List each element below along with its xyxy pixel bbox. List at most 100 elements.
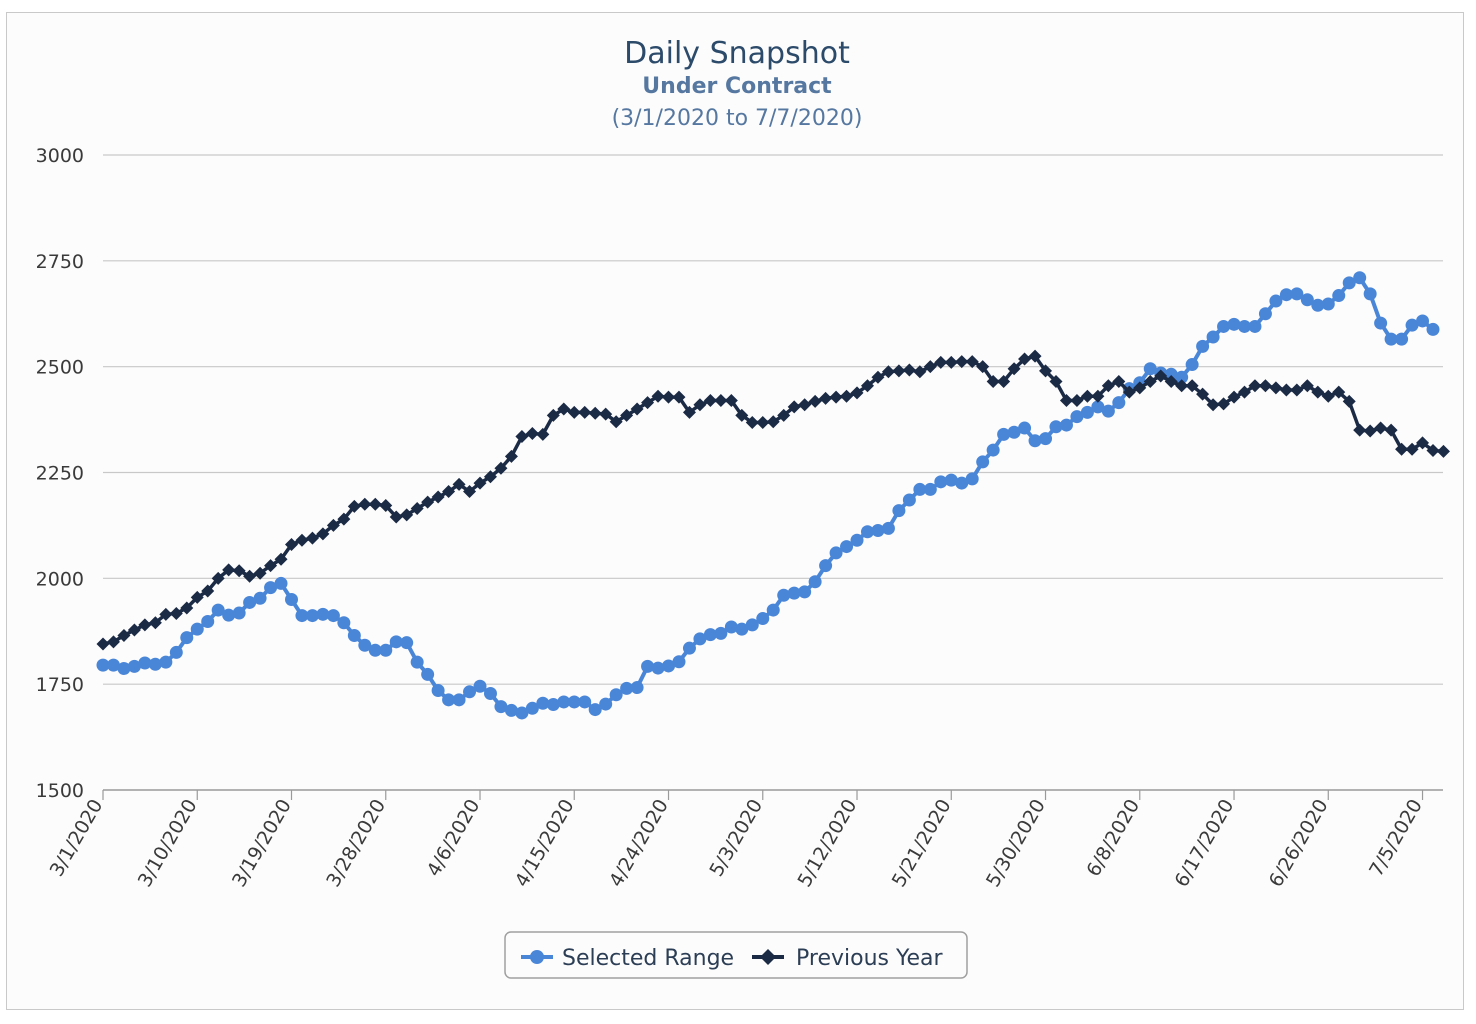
- data-point: [714, 626, 728, 640]
- data-point: [672, 655, 686, 669]
- data-point: [1426, 443, 1440, 457]
- data-point: [955, 476, 969, 490]
- data-point: [1374, 421, 1388, 435]
- data-point: [1374, 316, 1388, 330]
- data-point: [138, 656, 152, 670]
- data-point: [1080, 389, 1094, 403]
- data-point: [253, 566, 267, 580]
- data-point: [117, 662, 131, 676]
- data-point: [641, 396, 655, 410]
- data-point: [588, 703, 602, 717]
- data-point: [452, 477, 466, 491]
- y-tick-label: 2000: [36, 568, 84, 590]
- data-point: [1363, 287, 1377, 301]
- data-point: [1185, 358, 1199, 372]
- data-point: [410, 501, 424, 515]
- data-point: [1196, 387, 1210, 401]
- legend: Selected Range Previous Year: [504, 931, 968, 979]
- legend-item-previous-year[interactable]: Previous Year: [752, 946, 944, 971]
- data-point: [902, 363, 916, 377]
- data-point: [515, 430, 529, 444]
- data-point: [452, 693, 466, 707]
- data-point: [525, 701, 539, 715]
- data-point: [337, 512, 351, 526]
- data-point: [190, 590, 204, 604]
- data-point: [243, 569, 257, 583]
- series-previous-year: [96, 349, 1450, 651]
- y-tick-label: 2750: [36, 251, 84, 273]
- data-point: [1018, 352, 1032, 366]
- data-point: [682, 641, 696, 655]
- data-point: [232, 606, 246, 620]
- legend-label-selected-range: Selected Range: [562, 946, 734, 971]
- data-point: [264, 559, 278, 573]
- chart-date-range: (3/1/2020 to 7/7/2020): [612, 106, 863, 131]
- data-point: [222, 608, 236, 622]
- data-point: [232, 564, 246, 578]
- data-point: [1175, 379, 1189, 393]
- data-point: [1028, 349, 1042, 363]
- data-point: [1112, 396, 1126, 410]
- data-point: [735, 622, 749, 636]
- data-point: [693, 398, 707, 412]
- data-point: [997, 427, 1011, 441]
- data-point: [745, 416, 759, 430]
- data-point: [473, 476, 487, 490]
- data-point: [1269, 294, 1283, 308]
- data-point: [1311, 298, 1325, 312]
- data-point: [986, 443, 1000, 457]
- data-point: [787, 400, 801, 414]
- data-point: [1405, 442, 1419, 456]
- data-point: [567, 405, 581, 419]
- data-point: [243, 595, 257, 609]
- data-point: [745, 618, 759, 632]
- data-point: [1395, 332, 1409, 346]
- data-point: [442, 485, 456, 499]
- data-point: [662, 659, 676, 673]
- data-point: [1217, 397, 1231, 411]
- data-point: [1395, 442, 1409, 456]
- data-point: [1290, 287, 1304, 301]
- data-point: [1175, 370, 1189, 384]
- data-point: [934, 475, 948, 489]
- data-point: [1080, 405, 1094, 419]
- data-point: [840, 540, 854, 554]
- data-point: [1311, 385, 1325, 399]
- data-point: [902, 493, 916, 507]
- data-point: [148, 657, 162, 671]
- data-point: [274, 552, 288, 566]
- data-point: [1426, 322, 1440, 336]
- data-point: [892, 504, 906, 518]
- data-point: [850, 533, 864, 547]
- x-tick-label: 3/1/2020: [46, 796, 108, 881]
- x-tick-label: 6/17/2020: [1171, 796, 1239, 891]
- data-point: [829, 390, 843, 404]
- data-point: [630, 681, 644, 695]
- data-point: [504, 703, 518, 717]
- legend-item-selected-range[interactable]: Selected Range: [521, 946, 734, 971]
- data-point: [724, 394, 738, 408]
- data-point: [410, 655, 424, 669]
- data-point: [1405, 318, 1419, 332]
- data-point: [117, 628, 131, 642]
- data-point: [211, 603, 225, 617]
- series-line: [103, 275, 1435, 715]
- data-point: [1007, 425, 1021, 439]
- data-point: [651, 389, 665, 403]
- data-point: [285, 537, 299, 551]
- series-layer: [96, 271, 1450, 720]
- data-point: [1248, 379, 1262, 393]
- data-point: [1143, 362, 1157, 376]
- data-point: [180, 631, 194, 645]
- data-point: [316, 527, 330, 541]
- data-point: [860, 379, 874, 393]
- data-point: [222, 563, 236, 577]
- data-point: [1227, 317, 1241, 331]
- data-point: [536, 696, 550, 710]
- data-point: [96, 658, 110, 672]
- data-point: [148, 616, 162, 630]
- data-point: [578, 405, 592, 419]
- data-point: [620, 408, 634, 422]
- y-tick-label: 2250: [36, 463, 84, 485]
- data-point: [756, 416, 770, 430]
